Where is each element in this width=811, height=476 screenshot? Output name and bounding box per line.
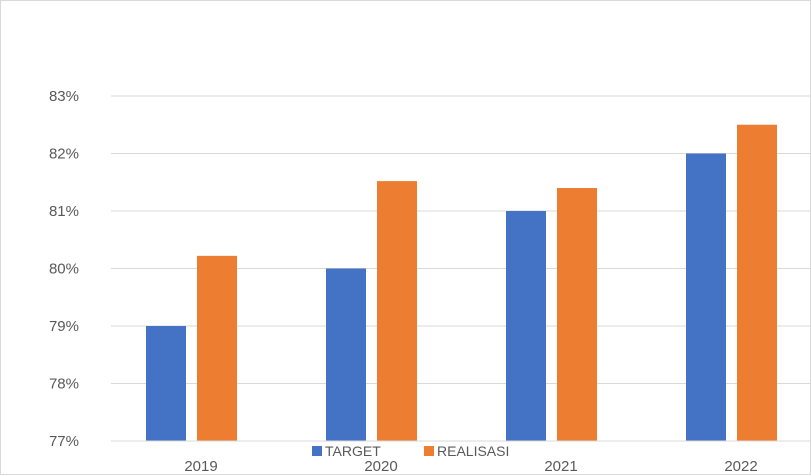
y-tick-label: 78% <box>49 376 79 393</box>
bar-realisasi-2019 <box>197 255 237 441</box>
bar-target-2019 <box>146 326 186 441</box>
bar-realisasi-2022 <box>737 124 777 441</box>
legend-swatch-target <box>312 446 322 456</box>
x-tick-label: 2022 <box>724 458 757 475</box>
y-tick-label: 82% <box>49 146 79 163</box>
legend-swatch-realisasi <box>424 446 434 456</box>
legend-label-target: TARGET <box>325 443 381 459</box>
bar-realisasi-2020 <box>377 181 417 441</box>
y-tick-label: 81% <box>49 203 79 220</box>
y-tick-label: 80% <box>49 261 79 278</box>
bar-target-2022 <box>686 153 726 441</box>
bar-target-2020 <box>326 268 366 441</box>
y-axis-ticks: 77% 78% 79% 80% 81% 82% 83% <box>49 88 79 450</box>
bars <box>146 124 777 441</box>
x-tick-label: 2021 <box>544 458 577 475</box>
y-tick-label: 77% <box>49 433 79 450</box>
x-tick-label: 2019 <box>184 458 217 475</box>
legend: TARGET REALISASI <box>312 443 509 459</box>
y-tick-label: 79% <box>49 318 79 335</box>
x-tick-label: 2020 <box>364 458 397 475</box>
x-axis-ticks: 2019 2020 2021 2022 <box>184 458 757 475</box>
y-tick-label: 83% <box>49 88 79 105</box>
legend-label-realisasi: REALISASI <box>437 443 509 459</box>
bar-realisasi-2021 <box>557 188 597 441</box>
bar-target-2021 <box>506 211 546 441</box>
